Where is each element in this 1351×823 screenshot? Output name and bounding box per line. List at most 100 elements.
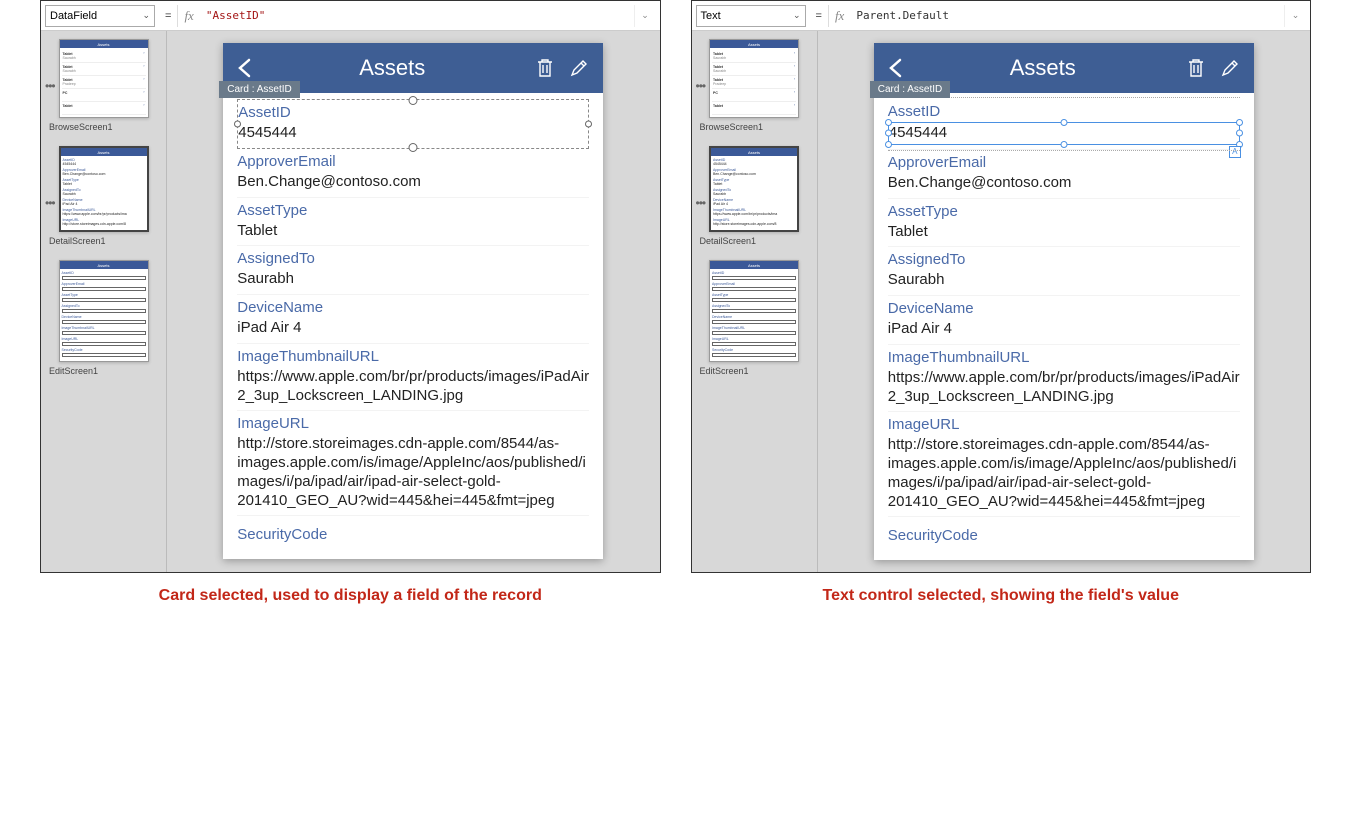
property-dropdown[interactable]: Text ⌄ <box>696 5 806 27</box>
left-caption: Card selected, used to display a field o… <box>40 587 661 605</box>
selection-tag: Card : AssetID <box>219 81 299 98</box>
phone-preview: Assets Card : AssetID <box>874 43 1254 560</box>
thumb-browse[interactable]: ••• Assets TabletSaurabh›TabletSaurabh›T… <box>47 39 160 132</box>
right-panel: Text ⌄ = fx Parent.Default ⌄ ••• Assets <box>691 0 1312 573</box>
field-value: https://www.apple.com/br/pr/products/ima… <box>237 367 589 407</box>
card-securitycode[interactable]: SecurityCode <box>888 517 1240 550</box>
field-label: AssignedTo <box>237 250 589 267</box>
field-label: ImageURL <box>888 416 1240 433</box>
text-control-assetid[interactable]: 4545444 A <box>888 122 1240 145</box>
card-devicename[interactable]: DeviceName iPad Air 4 <box>237 295 589 344</box>
card-approveremail[interactable]: ApproverEmail Ben.Change@contoso.com <box>237 149 589 198</box>
thumb-label: EditScreen1 <box>698 366 811 376</box>
field-value: iPad Air 4 <box>237 318 589 339</box>
form-fields: AssetID 4545444 A <box>874 93 1254 560</box>
formula-bar: Text ⌄ = fx Parent.Default ⌄ <box>692 1 1311 31</box>
card-assettype[interactable]: AssetType Tablet <box>237 198 589 247</box>
chevron-down-icon: ⌄ <box>793 10 801 21</box>
delete-icon[interactable] <box>533 56 557 80</box>
thumb-label: BrowseScreen1 <box>698 122 811 132</box>
field-value: Saurabh <box>888 270 1240 291</box>
field-label: AssetID <box>238 104 588 121</box>
field-value: iPad Air 4 <box>888 319 1240 340</box>
card-imageurl[interactable]: ImageURL http://store.storeimages.cdn-ap… <box>888 412 1240 517</box>
design-canvas: Assets Card : AssetID <box>166 31 660 572</box>
app-title: Assets <box>912 55 1174 81</box>
formula-input[interactable]: "AssetID" <box>200 5 634 27</box>
form-fields: AssetID 4545444 ApproverEmail Ben.Change… <box>223 93 603 559</box>
field-value: Ben.Change@contoso.com <box>237 172 589 193</box>
field-label: ImageThumbnailURL <box>888 349 1240 366</box>
field-value: Tablet <box>888 222 1240 243</box>
design-canvas: Assets Card : AssetID <box>817 31 1311 572</box>
field-label: ApproverEmail <box>237 153 589 170</box>
card-imagethumbnailurl[interactable]: ImageThumbnailURL https://www.apple.com/… <box>888 345 1240 413</box>
property-name: DataField <box>50 10 97 22</box>
right-column: Text ⌄ = fx Parent.Default ⌄ ••• Assets <box>691 0 1312 605</box>
thumb-detail[interactable]: ••• Assets AssetID4545444ApproverEmailBe… <box>698 146 811 246</box>
selection-tag: Card : AssetID <box>870 81 950 98</box>
field-value: http://store.storeimages.cdn-apple.com/8… <box>888 435 1240 512</box>
field-label: AssetID <box>888 103 1240 120</box>
thumb-edit[interactable]: Assets AssetIDApproverEmailAssetTypeAssi… <box>47 260 160 376</box>
card-assettype[interactable]: AssetType Tablet <box>888 199 1240 248</box>
editor-body: ••• Assets TabletSaurabh›TabletSaurabh›T… <box>692 31 1311 572</box>
card-assignedto[interactable]: AssignedTo Saurabh <box>888 247 1240 296</box>
thumb-browse[interactable]: ••• Assets TabletSaurabh›TabletSaurabh›T… <box>698 39 811 132</box>
fx-icon: fx <box>184 8 193 24</box>
thumb-label: DetailScreen1 <box>47 236 160 246</box>
chevron-down-icon: ⌄ <box>142 10 150 21</box>
field-label: ImageURL <box>237 415 589 432</box>
phone-preview: Assets Card : AssetID <box>223 43 603 559</box>
field-label: DeviceName <box>888 300 1240 317</box>
thumb-detail[interactable]: ••• Assets AssetID4545444ApproverEmailBe… <box>47 146 160 246</box>
edit-icon[interactable] <box>1218 56 1242 80</box>
card-assignedto[interactable]: AssignedTo Saurabh <box>237 246 589 295</box>
field-value: Tablet <box>237 221 589 242</box>
field-label: DeviceName <box>237 299 589 316</box>
formula-bar: DataField ⌄ = fx "AssetID" ⌄ <box>41 1 660 31</box>
left-column: DataField ⌄ = fx "AssetID" ⌄ ••• Asse <box>40 0 661 605</box>
card-devicename[interactable]: DeviceName iPad Air 4 <box>888 296 1240 345</box>
edit-icon[interactable] <box>567 56 591 80</box>
delete-icon[interactable] <box>1184 56 1208 80</box>
thumb-label: DetailScreen1 <box>698 236 811 246</box>
card-imageurl[interactable]: ImageURL http://store.storeimages.cdn-ap… <box>237 411 589 516</box>
thumb-label: EditScreen1 <box>47 366 160 376</box>
formula-expand-icon[interactable]: ⌄ <box>1284 5 1306 27</box>
screen-thumbnail-sidebar: ••• Assets TabletSaurabh›TabletSaurabh›T… <box>692 31 817 572</box>
right-caption: Text control selected, showing the field… <box>691 587 1312 605</box>
editor-body: ••• Assets TabletSaurabh›TabletSaurabh›T… <box>41 31 660 572</box>
card-assetid[interactable]: AssetID 4545444 A <box>888 99 1240 150</box>
screen-thumbnail-sidebar: ••• Assets TabletSaurabh›TabletSaurabh›T… <box>41 31 166 572</box>
field-label: SecurityCode <box>237 526 589 543</box>
field-value: http://store.storeimages.cdn-apple.com/8… <box>237 434 589 511</box>
app-title: Assets <box>261 55 523 81</box>
field-value: https://www.apple.com/br/pr/products/ima… <box>888 368 1240 408</box>
field-value: Saurabh <box>237 269 589 290</box>
field-value: 4545444 <box>238 123 588 144</box>
property-name: Text <box>701 10 721 22</box>
equals-label: = <box>816 10 822 22</box>
back-icon[interactable] <box>886 59 904 77</box>
thumb-label: BrowseScreen1 <box>47 122 160 132</box>
field-label: ImageThumbnailURL <box>237 348 589 365</box>
field-label: SecurityCode <box>888 527 1240 544</box>
back-icon[interactable] <box>235 59 253 77</box>
comparison-container: DataField ⌄ = fx "AssetID" ⌄ ••• Asse <box>0 0 1351 605</box>
left-panel: DataField ⌄ = fx "AssetID" ⌄ ••• Asse <box>40 0 661 573</box>
card-assetid[interactable]: AssetID 4545444 <box>237 99 589 149</box>
field-value: Ben.Change@contoso.com <box>888 173 1240 194</box>
field-label: AssetType <box>888 203 1240 220</box>
property-dropdown[interactable]: DataField ⌄ <box>45 5 155 27</box>
card-securitycode[interactable]: SecurityCode <box>237 516 589 549</box>
formula-input[interactable]: Parent.Default <box>850 5 1284 27</box>
field-label: AssetType <box>237 202 589 219</box>
field-label: ApproverEmail <box>888 154 1240 171</box>
card-approveremail[interactable]: ApproverEmail Ben.Change@contoso.com <box>888 150 1240 199</box>
formula-expand-icon[interactable]: ⌄ <box>634 5 656 27</box>
thumb-edit[interactable]: Assets AssetIDApproverEmailAssetTypeAssi… <box>698 260 811 376</box>
card-imagethumbnailurl[interactable]: ImageThumbnailURL https://www.apple.com/… <box>237 344 589 412</box>
field-label: AssignedTo <box>888 251 1240 268</box>
fx-icon: fx <box>835 8 844 24</box>
